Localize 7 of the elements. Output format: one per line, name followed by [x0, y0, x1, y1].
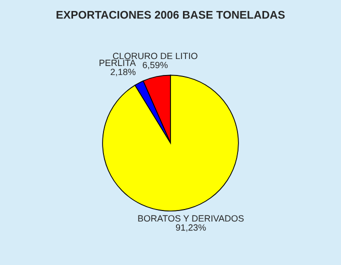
- chart-title: EXPORTACIONES 2006 BASE TONELADAS: [56, 10, 285, 19]
- data-label: 2,18%: [110, 68, 136, 76]
- slice-label: CLORURO DE LITIO: [112, 52, 198, 60]
- data-label: 91,23%: [176, 224, 206, 232]
- slice-label: BORATOS Y DERIVADOS: [138, 215, 244, 222]
- data-label: 6,59%: [142, 62, 168, 70]
- slice-label: PERLITA: [100, 60, 136, 66]
